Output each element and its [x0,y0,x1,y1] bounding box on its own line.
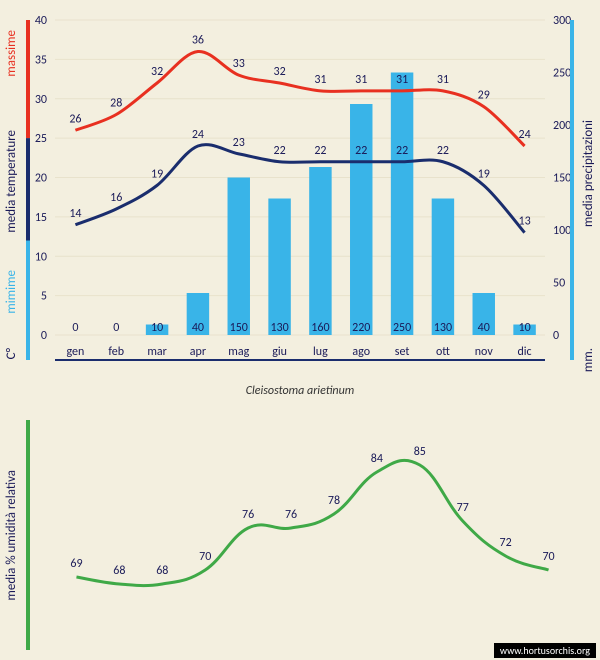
svg-text:31: 31 [355,73,367,87]
svg-text:feb: feb [108,345,124,359]
svg-text:0: 0 [553,329,559,343]
svg-text:85: 85 [414,445,426,459]
svg-text:250: 250 [553,67,571,81]
svg-text:23: 23 [233,136,245,150]
svg-text:mar: mar [147,345,167,359]
svg-text:giu: giu [272,345,287,359]
svg-text:nov: nov [475,345,494,359]
svg-text:16: 16 [110,191,122,205]
svg-text:100: 100 [553,224,571,238]
svg-text:36: 36 [192,34,204,48]
svg-text:22: 22 [355,144,367,158]
svg-text:14: 14 [69,207,81,221]
svg-text:70: 70 [542,550,554,564]
svg-text:32: 32 [151,65,163,79]
svg-text:150: 150 [553,172,571,186]
svg-text:15: 15 [35,211,47,225]
svg-text:160: 160 [311,321,329,335]
svg-text:30: 30 [35,93,47,107]
svg-text:10: 10 [35,250,47,264]
svg-text:mag: mag [228,345,249,359]
humidity-svg: 69 68 68 70 76 76 78 84 85 77 72 70 [0,410,600,660]
svg-text:29: 29 [478,89,490,103]
left-brace-unit: C° [4,348,19,359]
svg-text:130: 130 [434,321,452,335]
svg-text:50: 50 [553,277,565,291]
svg-text:32: 32 [273,65,285,79]
svg-text:76: 76 [285,508,297,522]
watermark: www.hortusorchis.org [494,643,596,658]
svg-text:22: 22 [437,144,449,158]
svg-text:19: 19 [151,167,163,181]
svg-text:78: 78 [328,494,340,508]
svg-text:200: 200 [553,119,571,133]
svg-text:gen: gen [67,345,85,359]
svg-text:ago: ago [352,345,370,359]
climate-chart: 0 5 10 15 20 25 30 35 40 0 50 100 150 200 250 300 0 0 10 40… [0,0,600,410]
svg-text:28: 28 [110,97,122,111]
svg-text:0: 0 [113,321,119,335]
svg-text:33: 33 [233,57,245,71]
svg-text:300: 300 [553,14,571,28]
svg-text:0: 0 [41,329,47,343]
svg-text:13: 13 [518,215,530,229]
svg-text:26: 26 [69,112,81,126]
svg-text:72: 72 [500,536,512,550]
svg-text:250: 250 [393,321,411,335]
svg-text:68: 68 [156,564,168,578]
svg-text:84: 84 [371,452,383,466]
svg-text:40: 40 [192,321,204,335]
svg-text:lug: lug [313,345,328,359]
svg-text:68: 68 [113,564,125,578]
svg-text:10: 10 [151,321,163,335]
svg-text:24: 24 [518,128,530,142]
svg-text:31: 31 [396,73,408,87]
svg-text:220: 220 [352,321,370,335]
svg-text:dic: dic [518,345,532,359]
svg-text:22: 22 [396,144,408,158]
svg-text:130: 130 [270,321,288,335]
svg-text:31: 31 [437,73,449,87]
svg-text:ott: ott [436,345,450,359]
svg-text:40: 40 [478,321,490,335]
svg-text:22: 22 [314,144,326,158]
svg-text:40: 40 [35,14,47,28]
left-brace-min: mimime [4,270,19,314]
svg-text:10: 10 [518,321,530,335]
svg-text:19: 19 [478,167,490,181]
species-subtitle: Cleisostoma arietinum [0,380,600,402]
svg-text:apr: apr [190,345,206,359]
humidity-chart: 69 68 68 70 76 76 78 84 85 77 72 70 media % umidità… [0,410,600,660]
svg-text:5: 5 [41,290,47,304]
left-brace-max: massime [4,30,19,77]
svg-text:76: 76 [242,508,254,522]
right-brace-unit: mm. [581,348,596,372]
svg-text:20: 20 [35,172,47,186]
svg-text:22: 22 [273,144,285,158]
svg-text:0: 0 [72,321,78,335]
svg-text:set: set [395,345,410,359]
svg-text:77: 77 [457,501,469,515]
right-brace-label: media precipitazioni [581,120,596,227]
svg-text:35: 35 [35,53,47,67]
svg-text:31: 31 [314,73,326,87]
svg-text:24: 24 [192,128,204,142]
left-brace-media: media temperature [4,130,19,233]
svg-text:69: 69 [70,557,82,571]
svg-text:25: 25 [35,132,47,146]
humidity-axis-label: media % umidità relativa [4,470,19,601]
climate-svg: 0 5 10 15 20 25 30 35 40 0 50 100 150 200 250 300 0 0 10 40… [0,0,600,380]
svg-text:150: 150 [230,321,248,335]
svg-text:70: 70 [199,550,211,564]
